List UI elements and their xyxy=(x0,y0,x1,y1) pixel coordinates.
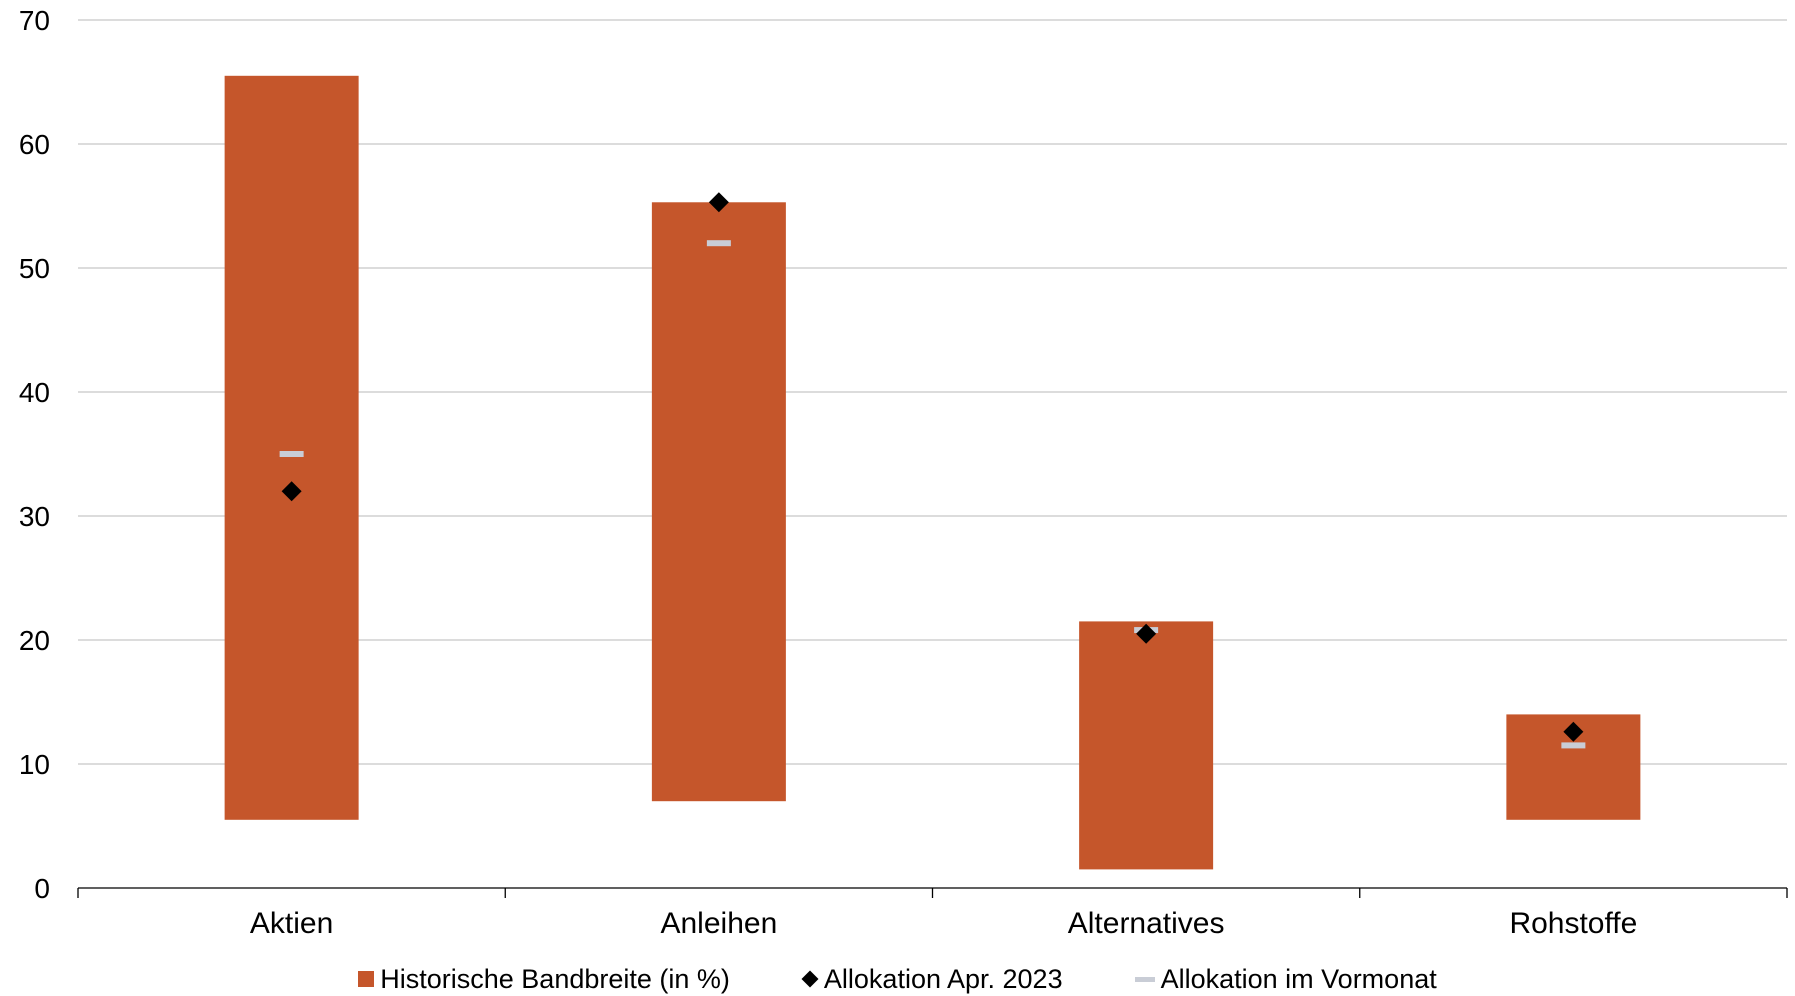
legend-item-current: Allokation Apr. 2023 xyxy=(801,963,1063,995)
previous-allocation-marker xyxy=(706,240,731,247)
legend-swatch-dash xyxy=(1134,976,1155,982)
previous-allocation-marker xyxy=(1561,742,1586,749)
range-bar-alternatives xyxy=(1079,621,1214,870)
y-tick-label: 0 xyxy=(34,873,50,904)
y-axis-tick-labels: 0 10 20 30 40 50 60 70 xyxy=(19,5,50,904)
y-tick-label: 70 xyxy=(19,5,50,36)
x-category-label: Rohstoffe xyxy=(1509,907,1637,940)
gridlines xyxy=(78,19,1787,765)
legend: Historische Bandbreite (in %) Allokation… xyxy=(0,962,1795,996)
chart: 0 10 20 30 40 50 60 70 Aktien Anleihen Alternativ… xyxy=(19,5,1788,940)
x-category-label: Anleihen xyxy=(660,907,777,940)
legend-swatch-bar xyxy=(358,971,375,987)
range-bar-anleihen xyxy=(651,202,786,802)
legend-item-previous: Allokation im Vormonat xyxy=(1134,963,1437,995)
current-allocation-marker xyxy=(281,481,302,502)
current-allocation-marker xyxy=(708,192,729,213)
range-bar-aktien xyxy=(224,75,359,820)
markers xyxy=(279,192,1586,749)
x-axis: Aktien Anleihen Alternatives Rohstoffe xyxy=(77,887,1788,940)
y-tick-label: 10 xyxy=(19,749,50,780)
legend-label-range: Historische Bandbreite (in %) xyxy=(380,963,730,994)
y-tick-label: 50 xyxy=(19,253,50,284)
current-allocation-marker xyxy=(1563,721,1584,742)
legend-item-range: Historische Bandbreite (in %) xyxy=(358,964,730,995)
y-tick-label: 60 xyxy=(19,129,50,160)
x-category-label: Aktien xyxy=(250,907,333,940)
previous-allocation-marker xyxy=(279,451,304,457)
legend-label-current: Allokation Apr. 2023 xyxy=(823,963,1063,994)
y-tick-label: 40 xyxy=(19,377,50,408)
legend-swatch-diamond xyxy=(801,970,819,988)
y-tick-label: 30 xyxy=(19,501,50,532)
x-category-label: Alternatives xyxy=(1068,907,1225,940)
current-allocation-marker xyxy=(1136,623,1157,644)
range-bars xyxy=(224,75,1641,870)
y-tick-label: 20 xyxy=(19,625,50,656)
legend-label-previous: Allokation im Vormonat xyxy=(1160,963,1437,994)
